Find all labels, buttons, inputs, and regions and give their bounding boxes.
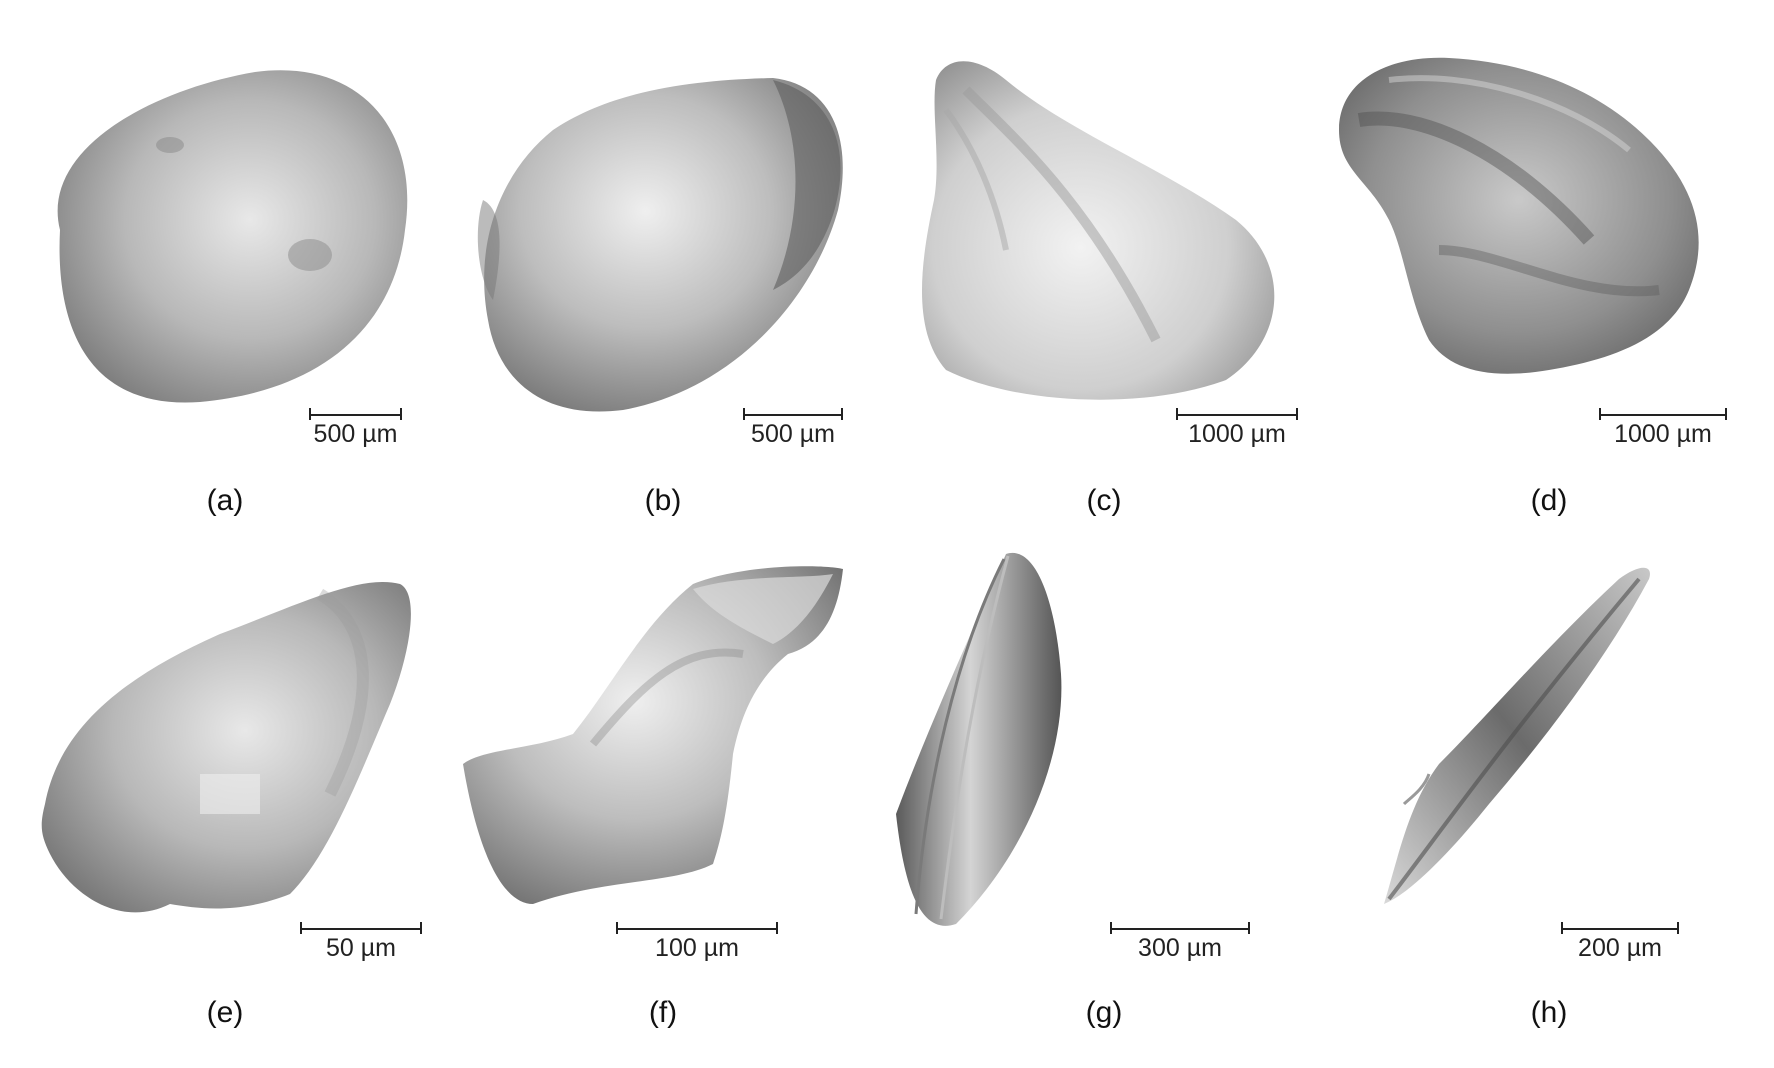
scalebar-d: 1000 µm bbox=[1599, 414, 1727, 438]
panel-caption: (e) bbox=[185, 996, 265, 1030]
scalebar-a: 500 µm bbox=[309, 414, 402, 438]
scalebar-b: 500 µm bbox=[743, 414, 843, 438]
scalebar-label: 500 µm bbox=[743, 420, 843, 449]
particle-d-image bbox=[1329, 0, 1772, 534]
particle-h-image bbox=[1329, 534, 1772, 1068]
scalebar-e: 50 µm bbox=[300, 928, 422, 952]
scalebar-f: 100 µm bbox=[616, 928, 778, 952]
panel-caption: (g) bbox=[1064, 996, 1144, 1030]
panel-b: 500 µm (b) bbox=[443, 0, 886, 534]
scalebar-g: 300 µm bbox=[1110, 928, 1250, 952]
scalebar-label: 200 µm bbox=[1561, 934, 1679, 963]
scalebar-label: 500 µm bbox=[309, 420, 402, 449]
scalebar-label: 50 µm bbox=[300, 934, 422, 963]
particle-e-image bbox=[0, 534, 443, 1068]
panel-caption: (h) bbox=[1509, 996, 1589, 1030]
particle-g-image bbox=[886, 534, 1329, 1068]
scalebar-label: 1000 µm bbox=[1599, 420, 1727, 449]
panel-caption: (d) bbox=[1509, 484, 1589, 518]
panel-caption: (b) bbox=[623, 484, 703, 518]
panel-f: 100 µm (f) bbox=[443, 534, 886, 1068]
panel-g: 300 µm (g) bbox=[886, 534, 1329, 1068]
scalebar-c: 1000 µm bbox=[1176, 414, 1298, 438]
panel-caption: (f) bbox=[623, 996, 703, 1030]
scalebar-label: 300 µm bbox=[1110, 934, 1250, 963]
panel-a: 500 µm (a) bbox=[0, 0, 443, 534]
panel-caption: (c) bbox=[1064, 484, 1144, 518]
scalebar-h: 200 µm bbox=[1561, 928, 1679, 952]
panel-d: 1000 µm (d) bbox=[1329, 0, 1772, 534]
panel-c: 1000 µm (c) bbox=[886, 0, 1329, 534]
scalebar-label: 100 µm bbox=[616, 934, 778, 963]
particle-a-image bbox=[0, 0, 443, 534]
particle-c-image bbox=[886, 0, 1329, 534]
particle-b-image bbox=[443, 0, 886, 534]
panel-e: 50 µm (e) bbox=[0, 534, 443, 1068]
particle-f-image bbox=[443, 534, 886, 1068]
panel-h: 200 µm (h) bbox=[1329, 534, 1772, 1068]
panel-caption: (a) bbox=[185, 484, 265, 518]
scalebar-label: 1000 µm bbox=[1176, 420, 1298, 449]
